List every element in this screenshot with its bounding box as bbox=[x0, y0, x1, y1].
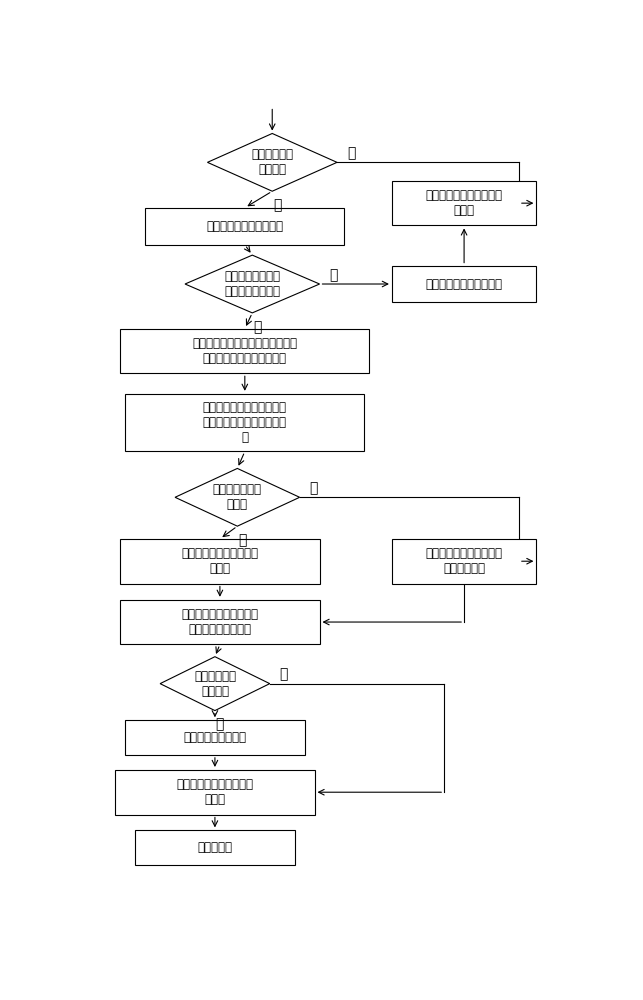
Text: 本次母线故障按单母线故
障处理: 本次母线故障按单母线故 障处理 bbox=[426, 189, 503, 217]
FancyBboxPatch shape bbox=[120, 539, 320, 584]
FancyBboxPatch shape bbox=[392, 181, 536, 225]
Text: 是: 是 bbox=[215, 717, 224, 731]
FancyBboxPatch shape bbox=[392, 539, 536, 584]
Text: 继续处理暂停的母线故障: 继续处理暂停的母线故障 bbox=[426, 278, 503, 291]
Text: 是: 是 bbox=[238, 533, 246, 547]
Text: 无外部联络电源馈线无法
进行供电恢复: 无外部联络电源馈线无法 进行供电恢复 bbox=[426, 547, 503, 575]
Polygon shape bbox=[160, 657, 270, 711]
FancyBboxPatch shape bbox=[115, 770, 314, 815]
Text: 有外部联络电源馈线全部
由外部联络电源转供: 有外部联络电源馈线全部 由外部联络电源转供 bbox=[181, 608, 258, 636]
Text: 否: 否 bbox=[330, 268, 338, 282]
Text: 形成方案集: 形成方案集 bbox=[197, 841, 232, 854]
FancyBboxPatch shape bbox=[120, 329, 370, 373]
Polygon shape bbox=[208, 133, 337, 191]
FancyBboxPatch shape bbox=[125, 720, 305, 755]
FancyBboxPatch shape bbox=[120, 600, 320, 644]
Text: 判别故障母线所带馈线的类
型：无外部联络、有外部联
络: 判别故障母线所带馈线的类 型：无外部联络、有外部联 络 bbox=[203, 401, 287, 444]
Text: 本次母线故障与未处理完的母线故
障为多母线故障，统一处理: 本次母线故障与未处理完的母线故 障为多母线故障，统一处理 bbox=[192, 337, 297, 365]
FancyBboxPatch shape bbox=[392, 266, 536, 302]
FancyBboxPatch shape bbox=[145, 208, 345, 245]
Text: 站内有正常运行
母线？: 站内有正常运行 母线？ bbox=[213, 483, 262, 511]
Polygon shape bbox=[175, 468, 300, 526]
Polygon shape bbox=[185, 255, 320, 313]
Text: 是否有公共转
供电源？: 是否有公共转 供电源？ bbox=[194, 670, 236, 698]
Text: 暂停正在处理的母线故障: 暂停正在处理的母线故障 bbox=[206, 220, 284, 233]
Text: 与本次故障是否为
同一站内母线故障: 与本次故障是否为 同一站内母线故障 bbox=[224, 270, 280, 298]
Text: 是: 是 bbox=[253, 320, 262, 334]
Text: 是否存在其他
母线故障: 是否存在其他 母线故障 bbox=[251, 148, 293, 176]
Text: 是: 是 bbox=[273, 198, 282, 212]
FancyBboxPatch shape bbox=[125, 394, 365, 451]
Text: 无外部联络电源馈线由母
联转供: 无外部联络电源馈线由母 联转供 bbox=[181, 547, 258, 575]
Text: 将公共转供电源解耦: 将公共转供电源解耦 bbox=[183, 731, 246, 744]
Text: 否: 否 bbox=[280, 667, 288, 681]
Text: 否: 否 bbox=[310, 481, 318, 495]
Text: 否: 否 bbox=[347, 146, 356, 160]
Text: 按照传统供电恢复算法进
行计算: 按照传统供电恢复算法进 行计算 bbox=[176, 778, 253, 806]
FancyBboxPatch shape bbox=[135, 830, 294, 865]
